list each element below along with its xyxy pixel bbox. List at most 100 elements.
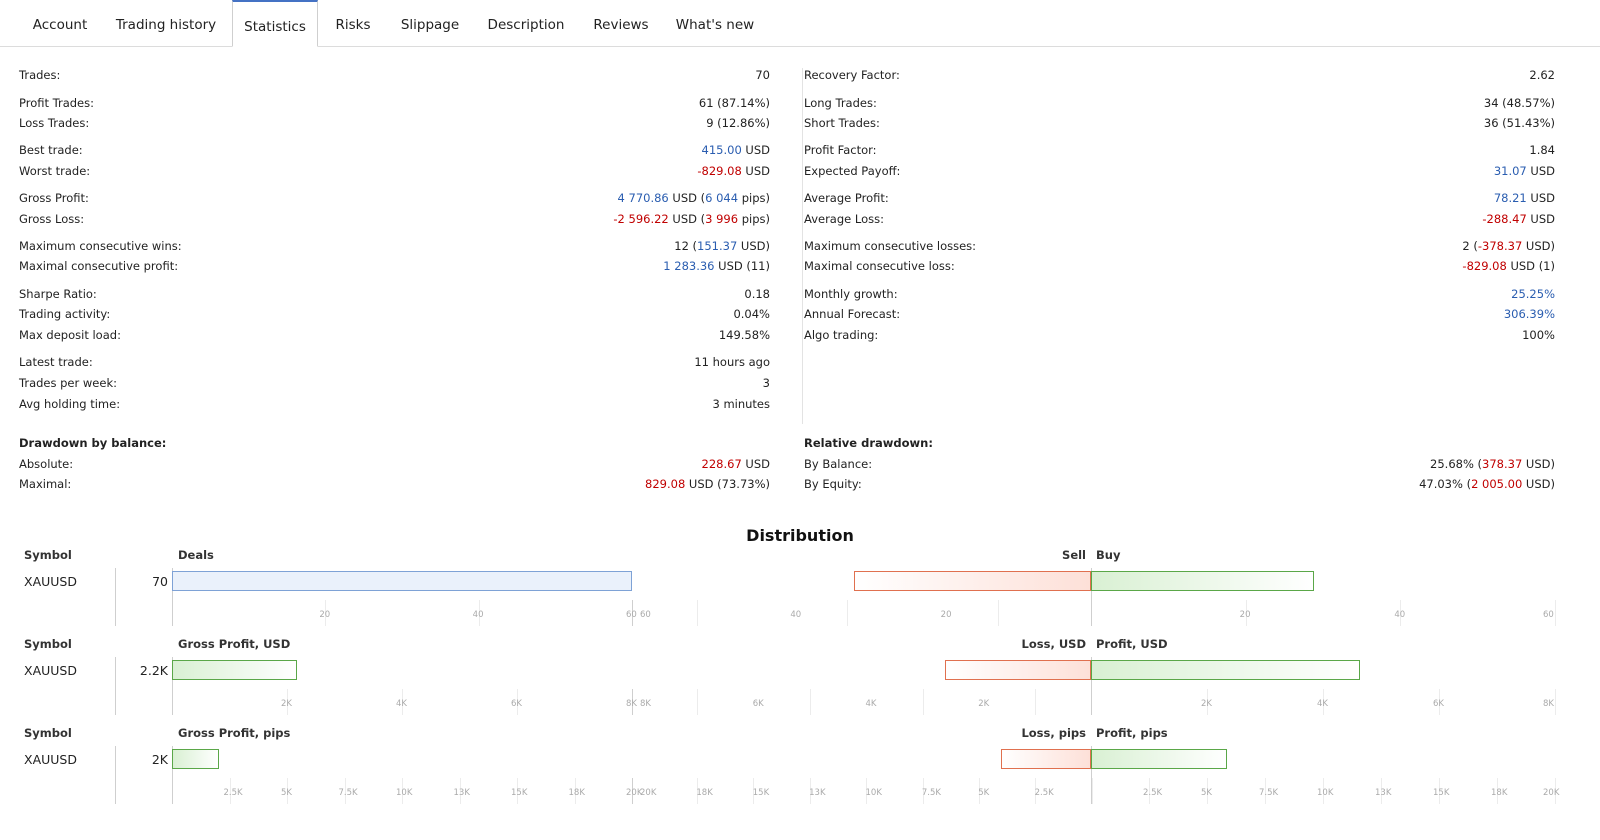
symbol-name: XAUUSD [24, 574, 77, 589]
stat-value-part: 9 (12.86%) [706, 116, 770, 130]
stat-value: 12 (151.37 USD) [674, 239, 770, 253]
axis-tick-label: 2.5K [223, 788, 243, 798]
axis-tick-label: 40 [790, 610, 802, 620]
stat-value-part: 829.08 [645, 477, 686, 491]
stat-value-part: 415.00 [701, 143, 742, 157]
center-axis-line [1091, 568, 1092, 626]
grid-line [997, 600, 999, 626]
grid-line [1555, 600, 1556, 626]
stat-value-part: 25.68% ( [1430, 457, 1483, 471]
stat-value-part: 306.39% [1503, 307, 1555, 321]
stat-label: Trades: [19, 68, 61, 82]
axis-tick-label: 20K [640, 788, 657, 798]
stat-value-part: 3 minutes [712, 397, 770, 411]
stat-label: Monthly growth: [804, 287, 898, 301]
stat-value-part: USD ( [668, 212, 706, 226]
grid-line [753, 778, 755, 804]
row-divider [115, 746, 116, 804]
stat-value-part: 25.25% [1511, 287, 1555, 301]
grid-line [1091, 778, 1093, 804]
axis-line [632, 778, 633, 804]
axis-tick-label: 2K [1201, 699, 1212, 709]
grid-line [1400, 600, 1402, 626]
grid-line [517, 778, 518, 804]
stat-value-part: 61 (87.14%) [698, 96, 770, 110]
stat-label: Max deposit load: [19, 328, 121, 342]
stat-value-part: USD [1526, 164, 1555, 178]
stat-value-part: 12 ( [674, 239, 698, 253]
stat-value-part: 6 044 [705, 191, 739, 205]
stat-value-part: USD [741, 164, 770, 178]
stat-value-part: 228.67 [701, 457, 742, 471]
axis-tick-label: 15K [511, 788, 528, 798]
axis-tick-label: 5K [978, 788, 990, 798]
stat-label: Long Trades: [804, 96, 877, 110]
axis-tick-label: 7.5K [921, 788, 941, 798]
distribution-bar [172, 571, 632, 591]
stat-value: 34 (48.57%) [1484, 96, 1555, 110]
stat-value: -2 596.22 USD (3 996 pips) [613, 212, 770, 226]
stat-label: Profit Factor: [804, 143, 877, 157]
grid-line [922, 689, 924, 715]
stat-value-part: USD) [1522, 477, 1555, 491]
axis-tick-label: 5K [1201, 788, 1212, 798]
positive-header: Profit, pips [1096, 726, 1168, 740]
stat-label: Trading activity: [19, 307, 111, 321]
stat-value: 3 [763, 376, 770, 390]
axis-tick-label: 60 [640, 610, 651, 620]
axis-line [172, 568, 173, 626]
grid-line [1439, 778, 1440, 804]
grid-line [1207, 689, 1208, 715]
stat-value-part: pips) [738, 191, 770, 205]
stat-value-part: 151.37 [697, 239, 738, 253]
negative-header: Loss, pips [1021, 726, 1086, 740]
stat-value-part: 2 005.00 [1471, 477, 1523, 491]
stat-value-part: USD [741, 143, 770, 157]
positive-header: Profit, USD [1096, 637, 1168, 651]
grid-line [697, 689, 698, 715]
negative-header: Sell [1062, 548, 1086, 562]
stat-label: Best trade: [19, 143, 83, 157]
stat-value-part: USD [1526, 191, 1555, 205]
grid-line [697, 600, 698, 626]
tab-description[interactable]: Description [487, 17, 565, 33]
tab-statistics[interactable]: Statistics [232, 0, 318, 47]
stat-value-part: 1.84 [1529, 143, 1555, 157]
tab-what-s-new[interactable]: What's new [675, 17, 755, 33]
stat-value-part: 3 996 [705, 212, 739, 226]
axis-tick-label: 6K [752, 699, 764, 709]
grid-line [402, 778, 403, 804]
grid-line [1149, 778, 1150, 804]
grid-line [866, 778, 868, 804]
grid-line [1265, 778, 1266, 804]
symbol-name: XAUUSD [24, 752, 77, 767]
stat-label: Short Trades: [804, 116, 880, 130]
stat-value-part: 34 (48.57%) [1483, 96, 1555, 110]
stat-label: Gross Loss: [19, 212, 85, 226]
axis-tick-label: 4K [1317, 699, 1328, 709]
stat-value: 36 (51.43%) [1484, 116, 1555, 130]
tab-reviews[interactable]: Reviews [593, 17, 649, 33]
axis-line [172, 746, 173, 804]
left-chart-header: Gross Profit, pips [178, 726, 291, 740]
grid-line [287, 689, 288, 715]
grid-line [1555, 778, 1556, 804]
stat-value: -829.08 USD [697, 164, 770, 178]
axis-tick-label: 15K [752, 788, 770, 798]
distribution-title: Distribution [746, 526, 854, 545]
stat-value: 78.21 USD [1494, 191, 1555, 205]
tab-risks[interactable]: Risks [335, 17, 371, 33]
stat-value-part: -288.47 [1482, 212, 1527, 226]
stat-label: Profit Trades: [19, 96, 95, 110]
symbol-total: 2K [151, 752, 168, 767]
stat-value-part: -2 596.22 [613, 212, 669, 226]
tab-slippage[interactable]: Slippage [400, 17, 460, 33]
stat-value-part: USD [1526, 212, 1555, 226]
axis-tick-label: 8K [640, 699, 651, 709]
tab-account[interactable]: Account [32, 17, 88, 33]
symbol-header: Symbol [24, 726, 72, 740]
stat-value-part: 70 [755, 68, 770, 82]
distribution-bar [1091, 660, 1360, 680]
tab-trading-history[interactable]: Trading history [115, 17, 217, 33]
stat-value-part: USD (1) [1506, 259, 1555, 273]
